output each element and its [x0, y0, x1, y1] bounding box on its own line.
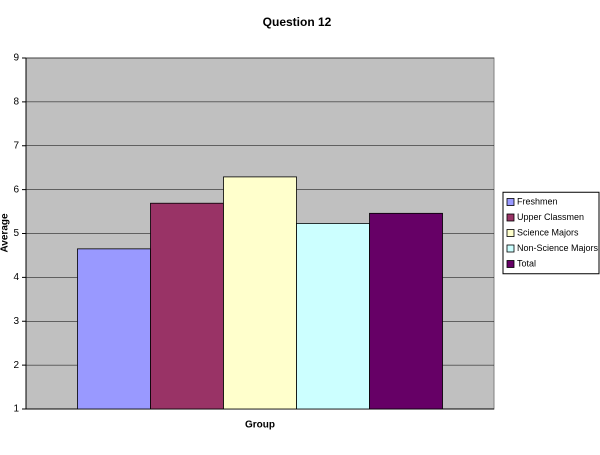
legend-swatch	[506, 229, 515, 237]
bar	[296, 223, 370, 410]
y-tick-label: 9	[13, 53, 19, 64]
bar	[369, 212, 443, 410]
chart-title: Question 12	[263, 15, 332, 29]
legend-label: Science Majors	[517, 227, 579, 237]
bar	[223, 176, 297, 410]
legend-swatch	[506, 213, 515, 222]
y-tick-label: 4	[13, 272, 19, 283]
y-tick-label: 8	[13, 97, 19, 108]
y-tick-label: 5	[13, 228, 19, 239]
legend-box	[502, 191, 600, 275]
legend-swatch	[506, 198, 515, 206]
legend-label: Upper Classmen	[517, 212, 584, 222]
y-tick-label: 1	[13, 404, 19, 415]
x-axis-label: Group	[245, 420, 275, 431]
y-tick-label: 7	[13, 140, 19, 151]
bar	[150, 202, 224, 410]
legend-label: Total	[517, 258, 536, 268]
y-tick-label: 3	[13, 316, 19, 327]
legend-swatch	[506, 260, 515, 268]
y-tick-label: 2	[13, 360, 19, 371]
legend-label: Non-Science Majors	[517, 243, 599, 253]
y-tick-label: 6	[13, 184, 19, 195]
y-axis-label: Average	[0, 213, 11, 253]
bar	[77, 248, 151, 410]
legend-label: Freshmen	[517, 196, 558, 206]
legend-swatch	[506, 244, 515, 253]
